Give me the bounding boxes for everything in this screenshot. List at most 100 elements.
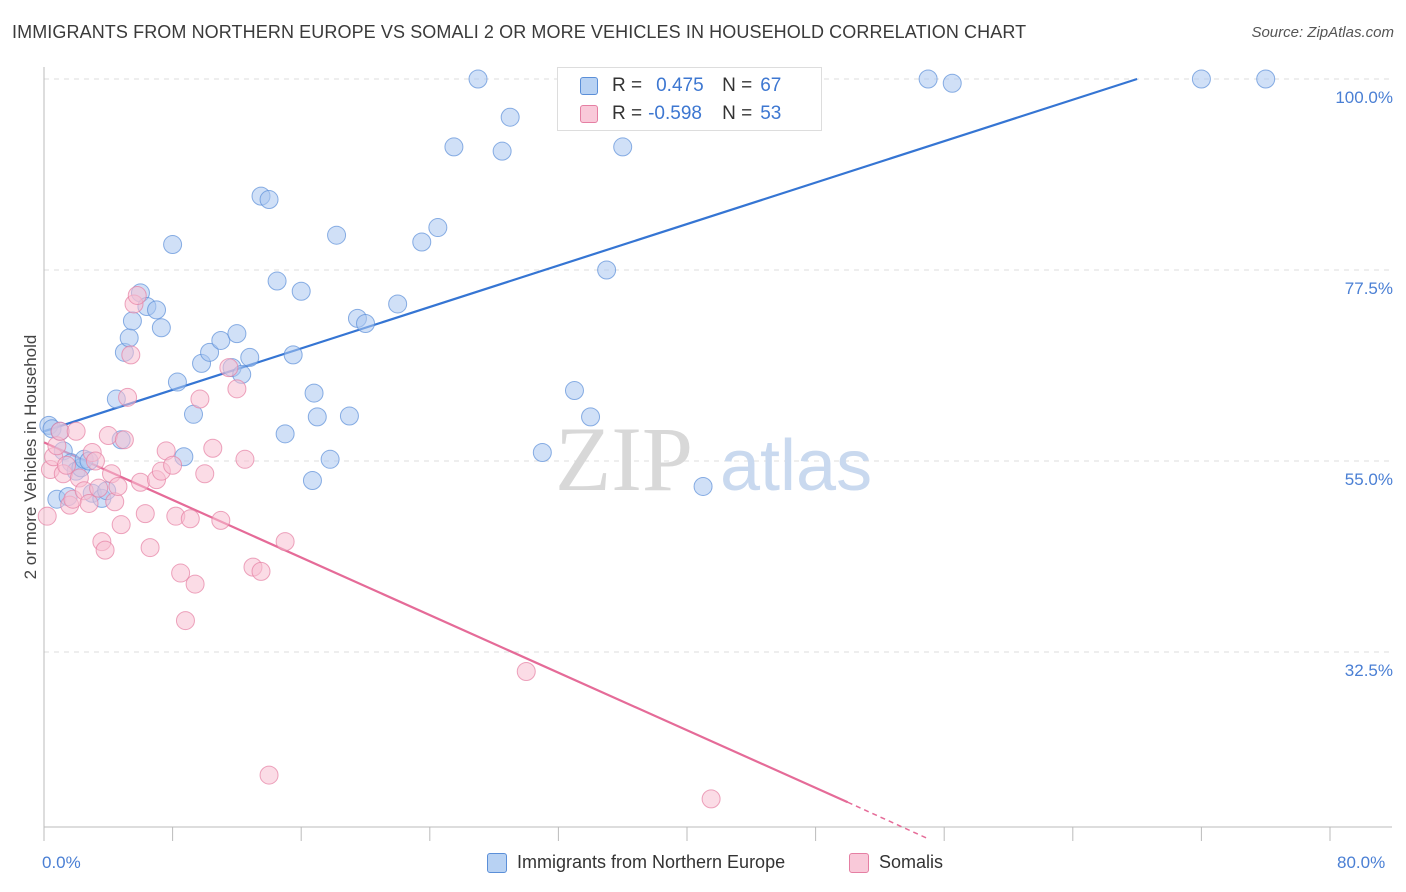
legend-row-northern-europe: R = 0.475 N = 67	[580, 74, 781, 98]
pink-data-point	[135, 504, 155, 524]
points-layer	[37, 69, 1276, 809]
legend-r-label: R =	[612, 103, 643, 124]
blue-data-point	[428, 218, 448, 238]
blue-data-point	[564, 381, 584, 401]
blue-data-point	[163, 235, 183, 255]
blue-data-point	[267, 271, 287, 291]
legend-item-somalis[interactable]: Somalis	[849, 852, 943, 873]
chart-source: Source: ZipAtlas.com	[1251, 24, 1394, 41]
blue-data-point	[302, 471, 322, 491]
pink-data-point	[140, 538, 160, 558]
pink-data-point	[203, 438, 223, 458]
blue-data-point	[327, 225, 347, 245]
blue-data-point	[151, 318, 171, 338]
blue-data-point	[304, 383, 324, 403]
blue-data-point	[532, 443, 552, 463]
pink-data-point	[89, 478, 109, 498]
legend-n-value: 53	[760, 103, 782, 124]
pink-data-point	[251, 561, 271, 581]
pink-data-point	[118, 387, 138, 407]
blue-data-point	[307, 407, 327, 427]
pink-data-point	[180, 509, 200, 529]
blue-data-point	[356, 313, 375, 333]
y-tick-label: 32.5%	[1345, 661, 1393, 680]
pink-data-point	[195, 464, 215, 484]
blue-data-point	[122, 311, 142, 331]
pink-data-point	[235, 449, 255, 469]
y-axis-label: 2 or more Vehicles in Household	[21, 335, 40, 580]
blue-data-point	[468, 69, 488, 89]
blue-data-point	[291, 281, 311, 301]
blue-trend-line	[43, 77, 1138, 433]
pink-data-point	[211, 510, 231, 530]
pink-data-point	[66, 421, 86, 441]
blue-data-point	[283, 345, 303, 365]
watermark-atlas: atlas	[720, 426, 872, 506]
pink-data-point	[701, 789, 721, 809]
legend-item-northern-europe[interactable]: Immigrants from Northern Europe	[487, 852, 785, 873]
blue-data-point	[147, 300, 167, 320]
pink-data-point	[85, 451, 105, 471]
pink-data-point	[163, 455, 183, 475]
pink-data-point	[108, 476, 128, 496]
blue-data-point	[240, 347, 260, 367]
legend-n-value: 67	[760, 75, 782, 96]
pink-trend-extension	[847, 801, 929, 840]
legend-swatch-pink	[849, 852, 869, 873]
blue-data-point	[259, 190, 279, 210]
legend-n-label: N =	[722, 75, 753, 96]
legend-label: Somalis	[879, 852, 944, 872]
legend-r-value: 0.475	[656, 75, 704, 96]
pink-data-point	[121, 345, 141, 365]
legend-row-somalis: R = -0.598 N = 53	[580, 102, 781, 126]
watermark-zip: ZIP	[555, 408, 693, 510]
y-tick-label: 77.5%	[1345, 279, 1393, 298]
blue-data-point	[119, 328, 139, 348]
y-tick-label: 55.0%	[1345, 470, 1393, 489]
x-tick-label-min: 0.0%	[42, 853, 81, 872]
legend-swatch-blue	[580, 77, 598, 95]
pink-data-point	[185, 574, 205, 594]
x-tick-label-max: 80.0%	[1337, 853, 1386, 872]
pink-data-point	[37, 506, 57, 526]
blue-data-point	[597, 260, 617, 280]
pink-data-point	[98, 426, 118, 446]
pink-data-point	[79, 493, 99, 513]
blue-data-point	[942, 73, 962, 93]
blue-data-point	[492, 141, 512, 161]
legend-swatch-pink	[580, 105, 598, 123]
blue-data-point	[200, 342, 220, 362]
blue-data-point	[211, 330, 231, 350]
blue-data-point	[918, 69, 938, 89]
pink-data-point	[114, 430, 134, 450]
pink-data-point	[275, 532, 295, 552]
legend-swatch-blue	[487, 852, 507, 873]
blue-data-point	[388, 294, 408, 314]
blue-data-point	[275, 424, 295, 444]
legend-label: Immigrants from Northern Europe	[517, 852, 786, 872]
blue-data-point	[339, 406, 359, 426]
blue-data-point	[320, 449, 340, 469]
grid-layer	[44, 78, 1392, 653]
blue-data-point	[167, 372, 187, 392]
watermark: ZIP atlas	[555, 408, 872, 510]
series-legend: Immigrants from Northern Europe Somalis	[0, 852, 1406, 878]
pink-trend-line	[43, 441, 849, 804]
legend-r-value: -0.598	[648, 103, 702, 124]
legend-n-label: N =	[722, 103, 753, 124]
blue-data-point	[227, 324, 247, 344]
pink-data-point	[175, 611, 195, 631]
blue-data-point	[613, 137, 633, 157]
pink-data-point	[111, 515, 131, 535]
blue-data-point	[1191, 69, 1211, 89]
blue-data-point	[500, 107, 520, 127]
pink-data-point	[259, 765, 279, 785]
pink-data-point	[516, 662, 536, 682]
pink-data-point	[57, 455, 77, 475]
blue-data-point	[581, 407, 601, 427]
pink-data-point	[127, 285, 147, 305]
pink-data-point	[130, 472, 150, 492]
pink-data-point	[95, 540, 115, 560]
blue-data-point	[693, 476, 713, 496]
